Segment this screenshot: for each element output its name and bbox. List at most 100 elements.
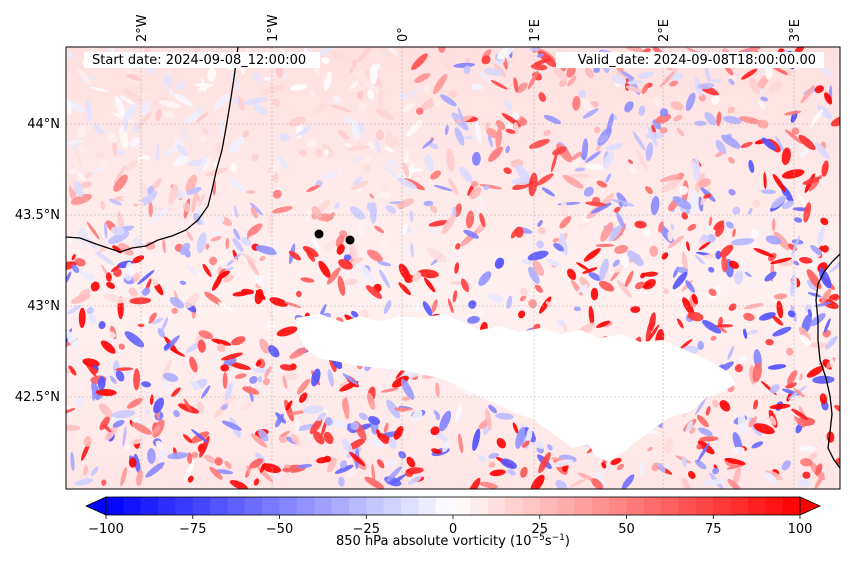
vorticity-cell (144, 408, 151, 416)
vorticity-cell (215, 469, 234, 475)
vorticity-cell (184, 292, 200, 309)
vorticity-cell (681, 456, 688, 468)
colorbar-segment (244, 497, 263, 515)
vorticity-cell (462, 135, 474, 140)
vorticity-cell (567, 226, 581, 232)
valid-date-text: Valid_date: 2024-09-08T18:00:00.00 (578, 53, 816, 68)
vorticity-cell (760, 189, 777, 195)
vorticity-cell (174, 235, 182, 243)
vorticity-cell (471, 180, 479, 188)
vorticity-cell (141, 287, 151, 296)
vorticity-cell (760, 96, 768, 102)
vorticity-cell (597, 134, 609, 143)
vorticity-cell (125, 159, 138, 172)
vorticity-cell (748, 207, 753, 215)
vorticity-cell (348, 87, 366, 92)
vorticity-cell (471, 151, 481, 166)
vorticity-cell (378, 90, 384, 109)
vorticity-cell (309, 90, 315, 97)
vorticity-cell (814, 85, 825, 94)
vorticity-cell (696, 414, 709, 428)
vorticity-cell (576, 262, 589, 271)
vorticity-cell (197, 105, 202, 115)
vorticity-cell (384, 459, 397, 468)
vorticity-cell (98, 403, 113, 418)
vorticity-cell (701, 319, 722, 334)
colorbar-segment (296, 497, 315, 515)
vorticity-cell (810, 245, 822, 255)
vorticity-cell (119, 95, 137, 106)
vorticity-cell (712, 467, 720, 475)
vorticity-cell (829, 260, 840, 273)
vorticity-cell (110, 101, 119, 109)
vorticity-cell (90, 466, 99, 477)
vorticity-cell (519, 287, 528, 297)
vorticity-cell (675, 266, 689, 274)
vorticity-cell (562, 174, 584, 189)
vorticity-cell (708, 288, 717, 297)
vorticity-cell (734, 364, 743, 373)
vorticity-cell (378, 191, 392, 198)
vorticity-cell (629, 164, 637, 174)
vorticity-cell (732, 206, 741, 215)
vorticity-cell (375, 129, 385, 141)
vorticity-cell (336, 62, 354, 74)
vorticity-cell (495, 127, 503, 149)
vorticity-cell (288, 250, 302, 261)
vorticity-cell (75, 395, 85, 407)
vorticity-cell (223, 274, 234, 283)
vorticity-cell (536, 173, 554, 186)
vorticity-cell (121, 197, 145, 205)
vorticity-cell (225, 237, 230, 250)
vorticity-cell (487, 134, 493, 148)
vorticity-cell (715, 324, 734, 328)
vorticity-cell (362, 79, 381, 96)
vorticity-cell (417, 269, 439, 279)
vorticity-cell (620, 70, 635, 80)
vorticity-cell (432, 74, 448, 95)
vorticity-cell (342, 373, 359, 385)
vorticity-cell (664, 438, 673, 455)
vorticity-cell (169, 296, 185, 309)
vorticity-cell (197, 208, 205, 226)
vorticity-cell (84, 172, 93, 178)
vorticity-cell (475, 121, 482, 144)
vorticity-cell (337, 129, 350, 141)
vorticity-cell (350, 206, 366, 220)
vorticity-cell (781, 169, 805, 179)
colorbar-segment (609, 497, 627, 515)
vorticity-cell (147, 185, 154, 194)
vorticity-cell (296, 128, 309, 136)
vorticity-cell (302, 405, 324, 415)
vorticity-cell (388, 52, 396, 58)
vorticity-cell (186, 186, 202, 195)
vorticity-cell (715, 250, 722, 260)
colorbar-tick-label: 25 (531, 522, 548, 537)
vorticity-cell (363, 164, 371, 172)
vorticity-cell (66, 271, 72, 283)
vorticity-cell (169, 348, 186, 357)
vorticity-cell (253, 478, 260, 486)
vorticity-cell (401, 103, 415, 113)
vorticity-cell (803, 202, 812, 223)
vorticity-cell (113, 174, 128, 192)
vorticity-cell (217, 185, 230, 200)
vorticity-cell (724, 65, 734, 76)
vorticity-cell (650, 195, 660, 216)
colorbar-segment (140, 497, 159, 515)
vorticity-cell (222, 372, 228, 390)
vorticity-cell (479, 212, 486, 227)
vorticity-cell (616, 211, 625, 229)
vorticity-cell (645, 132, 665, 140)
vorticity-cell (539, 296, 552, 314)
vorticity-cell (776, 300, 784, 319)
vorticity-cell (532, 260, 545, 277)
vorticity-cell (162, 238, 166, 254)
vorticity-cell (113, 165, 127, 185)
vorticity-cell (195, 112, 209, 123)
vorticity-cell (66, 330, 79, 348)
vorticity-cell (704, 66, 711, 83)
vorticity-cell (560, 199, 568, 220)
vorticity-cell (173, 155, 189, 167)
vorticity-cell (799, 256, 813, 264)
